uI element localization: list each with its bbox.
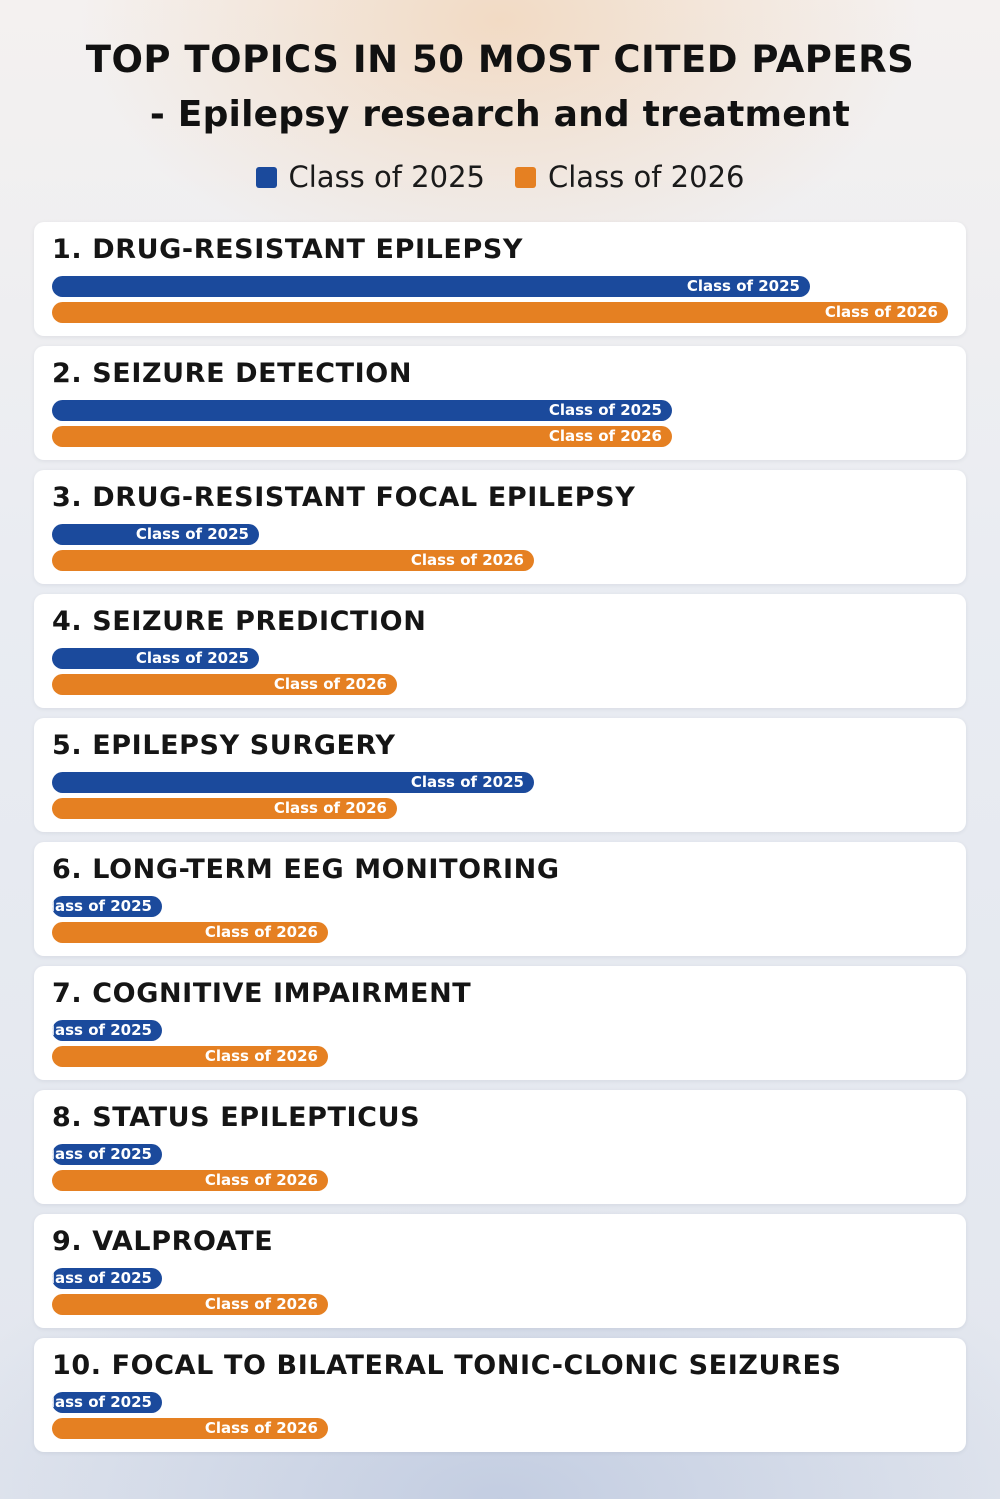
chart-title: TOP TOPICS IN 50 MOST CITED PAPERS (85, 38, 915, 81)
topic-title-5: 5. EPILEPSY SURGERY (52, 730, 396, 761)
bar-label: Class of 2025 (52, 1021, 152, 1039)
legend-swatch-2025 (255, 166, 277, 188)
bar-label: Class of 2026 (204, 1419, 318, 1437)
topic-card-7: 7. COGNITIVE IMPAIRMENT Class of 2025 Clas… (34, 966, 966, 1080)
bar-3-2025: Class of 2025 (52, 524, 259, 545)
bar-label: Class of 2026 (204, 1171, 318, 1189)
topic-title-4: 4. SEIZURE PREDICTION (52, 606, 427, 637)
bar-4-2025: Class of 2025 (52, 648, 259, 669)
legend-label-2026: Class of 2026 (548, 160, 745, 194)
topic-card-6: 6. LONG-TERM EEG MONITORING Class of 2025… (34, 842, 966, 956)
bar-label: Class of 2025 (135, 525, 249, 543)
topic-title-2: 2. SEIZURE DETECTION (52, 358, 413, 389)
bar-6-2025: Class of 2025 (52, 896, 162, 917)
bar-9-2026: Class of 2026 (52, 1294, 328, 1315)
bar-10-2025: Class of 2025 (52, 1392, 162, 1413)
bar-8-2025: Class of 2025 (52, 1144, 162, 1165)
bar-label: Class of 2025 (686, 277, 800, 295)
topic-card-4: 4. SEIZURE PREDICTION Class of 2025 Class … (34, 594, 966, 708)
topic-card-3: 3. DRUG-RESISTANT FOCAL EPILEPSY Class of… (34, 470, 966, 584)
topic-title-8: 8. STATUS EPILEPTICUS (52, 1102, 421, 1133)
topic-card-8: 8. STATUS EPILEPTICUS Class of 2025 Class … (34, 1090, 966, 1204)
bar-label: Class of 2026 (204, 1047, 318, 1065)
bar-5-2026: Class of 2026 (52, 798, 397, 819)
bar-label: Class of 2026 (204, 1295, 318, 1313)
bar-1-2026: Class of 2026 (52, 302, 948, 323)
legend: Class of 2025 Class of 2026 (0, 160, 1000, 194)
bar-label: Class of 2025 (52, 1269, 152, 1287)
topic-title-10: 10. FOCAL TO BILATERAL TONIC-CLONIC SEIZ… (52, 1350, 842, 1381)
bar-label: Class of 2025 (548, 401, 662, 419)
topic-title-6: 6. LONG-TERM EEG MONITORING (52, 854, 560, 885)
bar-label: Class of 2026 (548, 427, 662, 445)
bar-label: Class of 2026 (204, 923, 318, 941)
legend-label-2025: Class of 2025 (288, 160, 486, 194)
bar-9-2025: Class of 2025 (52, 1268, 162, 1289)
bar-label: Class of 2026 (410, 551, 524, 569)
legend-item-2026: Class of 2026 (515, 160, 745, 194)
topic-card-5: 5. EPILEPSY SURGERY Class of 2025 Class of… (34, 718, 966, 832)
topic-title-9: 9. VALPROATE (52, 1226, 274, 1257)
bar-5-2025: Class of 2025 (52, 772, 534, 793)
bar-label: Class of 2025 (52, 1145, 152, 1163)
topic-title-1: 1. DRUG-RESISTANT EPILEPSY (52, 234, 524, 265)
bar-3-2026: Class of 2026 (52, 550, 534, 571)
bar-label: Class of 2025 (52, 897, 152, 915)
topic-title-3: 3. DRUG-RESISTANT FOCAL EPILEPSY (52, 482, 636, 513)
bar-label: Class of 2026 (273, 799, 387, 817)
bar-8-2026: Class of 2026 (52, 1170, 328, 1191)
bar-label: Class of 2025 (135, 649, 249, 667)
bar-7-2025: Class of 2025 (52, 1020, 162, 1041)
bar-label: Class of 2026 (273, 675, 387, 693)
bar-1-2025: Class of 2025 (52, 276, 810, 297)
topic-card-1: 1. DRUG-RESISTANT EPILEPSY Class of 2025 C… (34, 222, 966, 336)
topic-title-7: 7. COGNITIVE IMPAIRMENT (52, 978, 472, 1009)
legend-swatch-2026 (515, 166, 536, 188)
bar-label: Class of 2025 (410, 773, 524, 791)
topic-card-10: 10. FOCAL TO BILATERAL TONIC-CLONIC SEIZ… (34, 1338, 966, 1452)
chart-subtitle: - Epilepsy research and treatment (149, 94, 851, 135)
bar-2-2026: Class of 2026 (52, 426, 672, 447)
bar-2-2025: Class of 2025 (52, 400, 672, 421)
bar-label: Class of 2026 (824, 303, 938, 321)
legend-item-2025: Class of 2025 (255, 160, 486, 194)
bar-label: Class of 2025 (52, 1393, 152, 1411)
bar-10-2026: Class of 2026 (52, 1418, 328, 1439)
bar-7-2026: Class of 2026 (52, 1046, 328, 1067)
bar-4-2026: Class of 2026 (52, 674, 397, 695)
bar-6-2026: Class of 2026 (52, 922, 328, 943)
topic-card-2: 2. SEIZURE DETECTION Class of 2025 Class o… (34, 346, 966, 460)
topic-card-9: 9. VALPROATE Class of 2025 Class of 2026 (34, 1214, 966, 1328)
